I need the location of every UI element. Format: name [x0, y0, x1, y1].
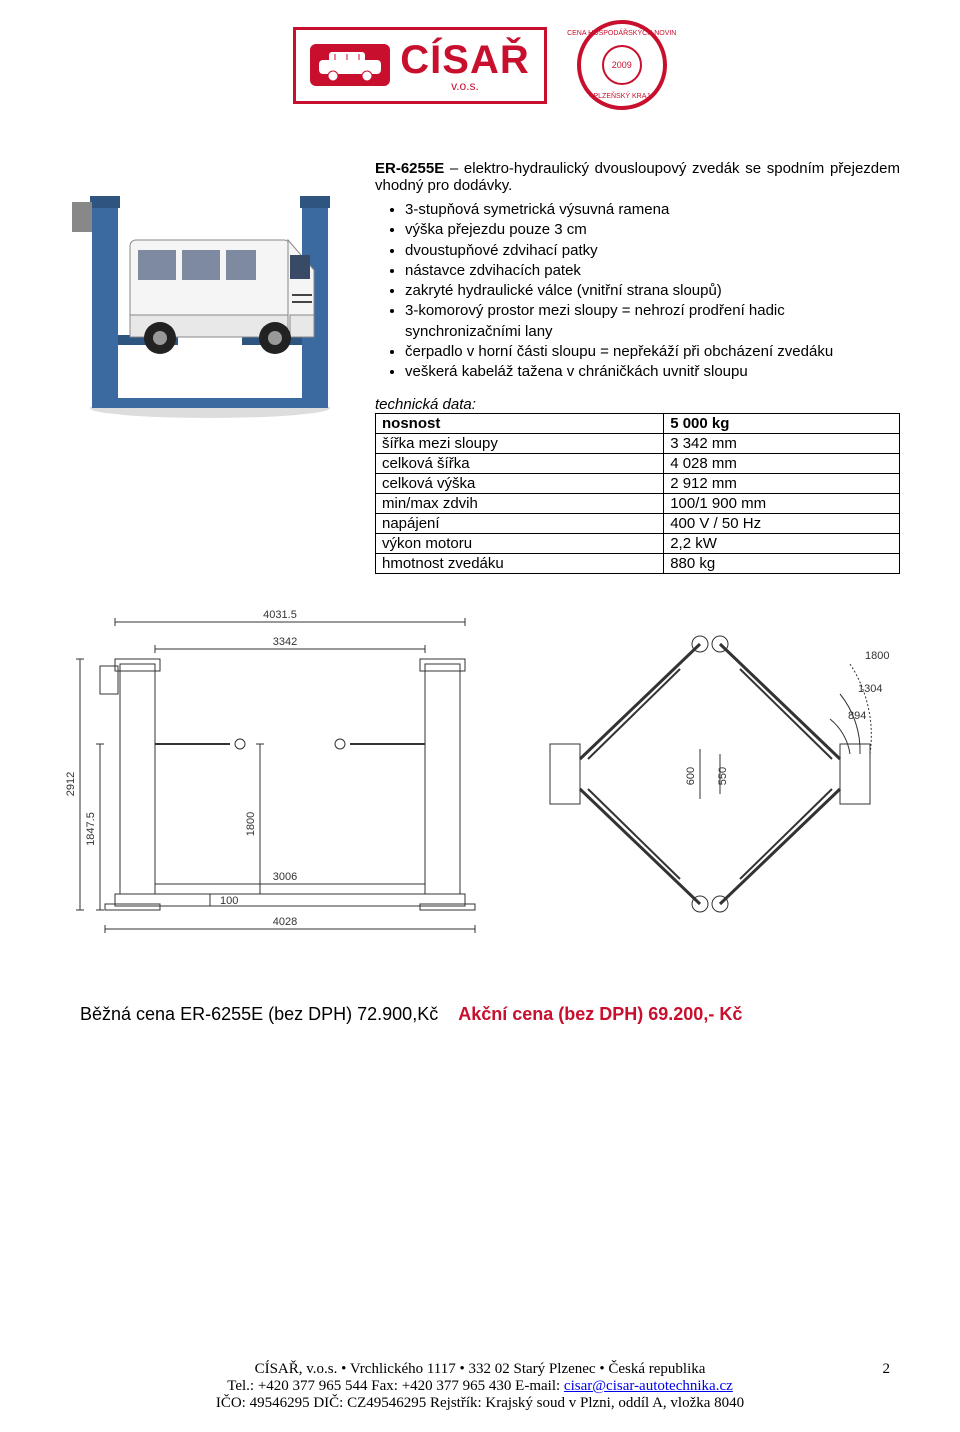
price-line: Běžná cena ER-6255E (bez DPH) 72.900,Kč … — [60, 1004, 900, 1025]
tech-val: 880 kg — [664, 554, 900, 574]
tech-val: 3 342 mm — [664, 434, 900, 454]
footer-line-1: CÍSAŘ, v.o.s. • Vrchlického 1117 • 332 0… — [60, 1361, 900, 1378]
table-row: napájení400 V / 50 Hz — [376, 514, 900, 534]
tech-key: šířka mezi sloupy — [376, 434, 664, 454]
dim-label: 1304 — [858, 683, 882, 695]
dim-label: 3006 — [273, 871, 297, 883]
tech-val: 2 912 mm — [664, 474, 900, 494]
brand-text-wrap: CÍSAŘ v.o.s. — [400, 38, 529, 93]
table-row: celková šířka4 028 mm — [376, 454, 900, 474]
feature-item: 3-stupňová symetrická výsuvná ramena — [405, 200, 900, 220]
tech-key: celková šířka — [376, 454, 664, 474]
tech-key: hmotnost zvedáku — [376, 554, 664, 574]
seal-bot-text: PLZEŇSKÝ KRAJ — [594, 93, 650, 100]
action-price: Akční cena (bez DPH) 69.200,- Kč — [458, 1004, 742, 1024]
feature-item: dvoustupňové zdvihací patky — [405, 241, 900, 261]
page-number: 2 — [883, 1361, 891, 1378]
logo-car-icon — [310, 44, 390, 86]
dim-label: 1800 — [245, 812, 257, 836]
normal-price: Běžná cena ER-6255E (bez DPH) 72.900,Kč — [80, 1004, 438, 1024]
dim-label: 2912 — [65, 772, 77, 796]
table-row: šířka mezi sloupy3 342 mm — [376, 434, 900, 454]
diagram-front-view: 4031.5 3342 2912 1847.5 1800 3006 100 40… — [60, 604, 490, 944]
dim-label: 4031.5 — [263, 609, 297, 621]
feature-item: čerpadlo v horní části sloupu = nepřekáž… — [405, 342, 900, 362]
diagram-top-view: 1800 1304 894 600 550 — [520, 604, 900, 944]
product-photo — [60, 160, 360, 430]
footer-line-2: Tel.: +420 377 965 544 Fax: +420 377 965… — [60, 1378, 900, 1395]
feature-item: 3-komorový prostor mezi sloupy = nehrozí… — [405, 301, 900, 342]
tech-key: celková výška — [376, 474, 664, 494]
dim-label: 3342 — [273, 636, 297, 648]
seal-top-text: CENA HOSPODÁŘSKÝCH NOVIN — [567, 30, 676, 37]
dim-label: 100 — [220, 895, 238, 907]
footer-email-link[interactable]: cisar@cisar-autotechnika.cz — [564, 1378, 733, 1394]
page-header: CÍSAŘ v.o.s. CENA HOSPODÁŘSKÝCH NOVIN 20… — [60, 20, 900, 110]
tech-key: min/max zdvih — [376, 494, 664, 514]
dim-label: 550 — [717, 767, 729, 785]
table-row: hmotnost zvedáku880 kg — [376, 554, 900, 574]
brand-logo: CÍSAŘ v.o.s. — [293, 27, 546, 104]
content-row: ER-6255E – elektro-hydraulický dvousloup… — [60, 160, 900, 574]
dim-label: 1847.5 — [85, 812, 97, 846]
tech-val: 5 000 kg — [664, 414, 900, 434]
feature-item: veškerá kabeláž tažena v chráničkách uvn… — [405, 362, 900, 382]
product-title-rest: – elektro-hydraulický dvousloupový zvedá… — [375, 160, 900, 194]
table-row: nosnost5 000 kg — [376, 414, 900, 434]
product-title: ER-6255E – elektro-hydraulický dvousloup… — [375, 160, 900, 194]
table-row: výkon motoru2,2 kW — [376, 534, 900, 554]
footer-line-3: IČO: 49546295 DIČ: CZ49546295 Rejstřík: … — [60, 1395, 900, 1412]
seal-year: 2009 — [602, 45, 642, 85]
product-model: ER-6255E — [375, 160, 444, 177]
feature-item: výška přejezdu pouze 3 cm — [405, 220, 900, 240]
brand-name: CÍSAŘ — [400, 38, 529, 83]
description-column: ER-6255E – elektro-hydraulický dvousloup… — [375, 160, 900, 574]
feature-list: 3-stupňová symetrická výsuvná ramena výš… — [375, 200, 900, 382]
table-row: min/max zdvih100/1 900 mm — [376, 494, 900, 514]
technical-diagrams: 4031.5 3342 2912 1847.5 1800 3006 100 40… — [60, 604, 900, 944]
dim-label: 894 — [848, 710, 866, 722]
page-footer: CÍSAŘ, v.o.s. • Vrchlického 1117 • 332 0… — [60, 1361, 900, 1412]
tech-val: 2,2 kW — [664, 534, 900, 554]
table-row: celková výška2 912 mm — [376, 474, 900, 494]
tech-data-table: nosnost5 000 kg šířka mezi sloupy3 342 m… — [375, 413, 900, 574]
tech-key: výkon motoru — [376, 534, 664, 554]
dim-label: 1800 — [865, 650, 889, 662]
dim-label: 4028 — [273, 916, 297, 928]
tech-key: napájení — [376, 514, 664, 534]
award-seal: CENA HOSPODÁŘSKÝCH NOVIN 2009 PLZEŇSKÝ K… — [577, 20, 667, 110]
feature-item: nástavce zdvihacích patek — [405, 261, 900, 281]
tech-data-label: technická data: — [375, 396, 900, 413]
tech-val: 100/1 900 mm — [664, 494, 900, 514]
tech-key: nosnost — [376, 414, 664, 434]
tech-val: 4 028 mm — [664, 454, 900, 474]
dim-label: 600 — [685, 767, 697, 785]
feature-item: zakryté hydraulické válce (vnitřní stran… — [405, 281, 900, 301]
tech-val: 400 V / 50 Hz — [664, 514, 900, 534]
